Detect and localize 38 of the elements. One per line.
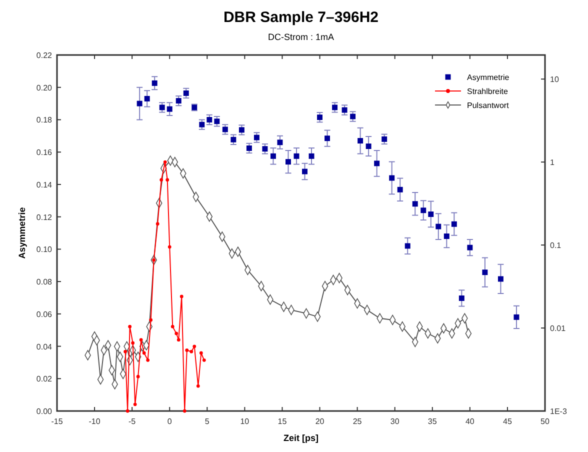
y2-tick-label: 1E-3 [550,407,568,416]
x-tick-label: 15 [278,417,288,426]
x-tick-label: 5 [204,417,210,426]
x-tick-label: 20 [315,417,325,426]
x-tick-label: 35 [428,417,438,426]
legend-label: Strahlbreite [467,87,508,96]
x-tick-label: 30 [390,417,400,426]
x-tick-label: -10 [88,417,101,426]
y2-tick-label: 0.01 [550,324,566,334]
x-tick-label: 45 [503,417,512,426]
x-tick-label: 0 [167,417,172,426]
y-axis-title: Asymmetrie [17,207,27,259]
y-tick-label: 0.14 [36,180,53,190]
y-tick-label: 0.12 [36,212,53,222]
chart-title: DBR Sample 7–396H2 [223,9,379,26]
chart-subtitle: DC-Strom : 1mA [268,32,334,42]
y-tick-label: 0.00 [36,407,53,416]
y-tick-label: 0.20 [36,83,53,92]
legend-label: Pulsantwort [467,101,510,110]
y-tick-label: 0.22 [36,51,53,60]
y-tick-label: 0.02 [36,374,53,384]
x-tick-label: 50 [540,417,550,426]
y2-tick-label: 10 [550,75,560,84]
y-tick-label: 0.08 [36,278,53,287]
x-axis-title: Zeit [ps] [284,433,318,443]
y-tick-label: 0.06 [36,310,53,319]
y-tick-label: 0.04 [36,342,53,352]
y2-tick-label: 1 [550,158,555,168]
y-tick-label: 0.18 [36,116,53,125]
x-tick-label: 40 [465,417,475,426]
x-tick-label: 10 [240,417,250,426]
x-tick-label: 25 [352,417,362,426]
y2-tick-label: 0.1 [550,241,562,250]
y-tick-label: 0.10 [36,245,53,254]
x-tick-label: -5 [128,417,136,426]
x-tick-label: -15 [51,417,64,426]
legend-label: Asymmetrie [467,73,510,82]
y-tick-label: 0.16 [36,148,53,158]
